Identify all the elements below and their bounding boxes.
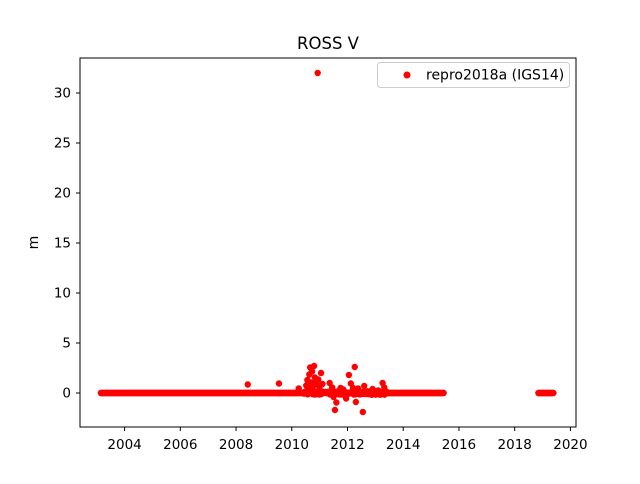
x-tick-label: 2014 [386,437,420,453]
data-point [244,381,251,388]
data-point [440,389,447,397]
data-point [342,395,350,402]
data-point [345,371,353,379]
data-point [349,384,357,392]
x-tick-label: 2006 [163,437,197,453]
data-point [352,398,360,406]
data-point [361,382,368,390]
plot-frame [79,57,577,428]
data-point [295,385,302,392]
data-point [275,380,283,387]
legend-entry-label: repro2018a (IGS14) [426,68,564,84]
data-point [328,384,336,391]
legend-marker-icon [403,71,411,79]
legend-box [377,62,570,88]
data-point [314,69,321,77]
data-point [317,369,325,377]
data-point [359,408,367,416]
data-point [331,406,339,414]
data-point [315,376,322,383]
y-axis-label: m [26,236,42,250]
data-point [550,389,557,397]
y-axis-ticks: 0 5 10 15 20 25 30 [54,86,80,402]
legend: repro2018a (IGS14) [377,62,570,88]
x-axis-ticks: 2004 2006 2008 2010 2012 2014 2016 2018 2020 [107,427,588,453]
data-point [308,368,316,375]
y-tick-label: 15 [54,236,71,252]
data-point [310,362,318,370]
data-point [351,363,358,371]
data-point [369,385,376,393]
x-tick-label: 2016 [442,437,476,453]
data-point [340,386,347,393]
x-tick-label: 2004 [107,437,141,453]
x-tick-label: 2008 [219,437,253,453]
data-points [97,69,557,416]
chart-title: ROSS V [297,34,360,53]
y-tick-label: 30 [54,86,71,102]
data-point [330,393,337,401]
y-tick-label: 25 [54,136,71,152]
data-point [374,387,382,394]
data-point [333,399,340,406]
y-tick-label: 5 [62,336,71,352]
x-tick-label: 2010 [275,437,309,453]
data-point [354,385,362,392]
data-point [319,380,326,388]
x-tick-label: 2012 [330,437,364,453]
y-tick-label: 10 [54,286,71,302]
x-tick-label: 2020 [553,437,587,453]
y-tick-label: 20 [54,186,71,202]
x-tick-label: 2018 [498,437,532,453]
y-tick-label: 0 [62,386,71,402]
data-point [381,384,388,391]
